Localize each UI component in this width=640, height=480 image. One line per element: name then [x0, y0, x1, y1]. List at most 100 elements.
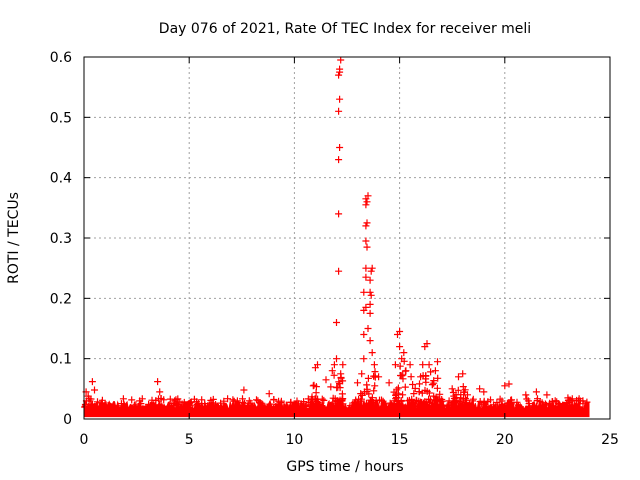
data-point: [398, 355, 406, 363]
band-point: [166, 395, 174, 403]
burst-point: [428, 381, 436, 389]
data-point: [339, 361, 347, 369]
data-point: [336, 65, 344, 73]
burst-point: [410, 390, 418, 398]
burst-point: [398, 401, 406, 409]
band-point: [540, 408, 548, 415]
x-axis-label: GPS time / hours: [286, 459, 403, 475]
burst-point: [390, 388, 398, 396]
burst-point: [371, 382, 379, 390]
data-point: [335, 210, 343, 218]
band-point: [405, 403, 413, 411]
burst-point: [434, 374, 442, 382]
band-point: [564, 401, 572, 409]
y-tick-label: 0.4: [50, 171, 72, 187]
band-point: [339, 407, 347, 415]
data-point: [328, 367, 336, 375]
band-point: [94, 405, 101, 413]
band-point: [270, 396, 278, 403]
band-point: [308, 395, 315, 403]
data-point: [455, 373, 462, 381]
band-point: [117, 400, 125, 408]
band-point: [205, 408, 213, 416]
band-point: [452, 396, 460, 404]
y-tick-label: 0.6: [50, 50, 72, 66]
band-point: [242, 404, 250, 412]
band-point: [180, 398, 188, 406]
data-point: [335, 71, 343, 79]
data-point: [366, 300, 374, 308]
data-point: [366, 337, 374, 345]
band-point: [366, 396, 374, 404]
burst-point: [399, 391, 407, 399]
band-point: [229, 396, 237, 404]
band-point: [524, 397, 532, 405]
data-point: [522, 391, 530, 399]
band-point: [198, 396, 206, 404]
burst-point: [312, 389, 320, 397]
band-point: [213, 403, 221, 411]
band-point: [81, 401, 89, 408]
data-point: [362, 237, 370, 245]
band-point: [244, 408, 252, 415]
data-point: [505, 380, 513, 388]
burst-point: [394, 384, 402, 392]
data-point: [448, 385, 456, 393]
band-point: [411, 407, 419, 414]
chart-title: Day 076 of 2021, Rate Of TEC Index for r…: [159, 21, 531, 37]
data-point: [406, 361, 414, 369]
band-point: [328, 405, 336, 412]
band-point: [448, 403, 456, 411]
band-point: [119, 395, 127, 403]
burst-point: [357, 390, 365, 398]
band-point: [135, 405, 143, 413]
band-point: [410, 399, 418, 407]
band-point: [306, 406, 313, 414]
x-tick-label: 0: [80, 432, 89, 448]
band-point: [247, 399, 255, 407]
band-point: [494, 403, 502, 411]
burst-point: [430, 377, 438, 385]
band-point: [190, 395, 198, 403]
y-tick-label: 0.1: [50, 352, 72, 368]
band-point: [284, 406, 292, 413]
data-point: [88, 378, 96, 386]
band-point: [253, 396, 260, 404]
band-point: [186, 399, 194, 406]
band-point: [118, 403, 126, 411]
band-point: [158, 404, 166, 412]
band-point: [314, 408, 322, 416]
data-point: [154, 378, 162, 386]
band-point: [193, 400, 201, 408]
burst-point: [392, 391, 400, 399]
burst-point: [422, 375, 430, 383]
band-point: [313, 405, 321, 412]
band-point: [401, 406, 409, 414]
burst-point: [427, 368, 435, 376]
burst-point: [364, 374, 372, 382]
burst-point: [371, 372, 379, 380]
band-point: [538, 399, 546, 407]
band-point: [555, 406, 563, 414]
data-point: [362, 303, 370, 311]
band-point: [476, 398, 484, 405]
band-point: [559, 406, 567, 414]
data-point: [564, 394, 572, 402]
data-point: [363, 219, 371, 227]
band-point: [273, 400, 281, 408]
band-point: [487, 396, 494, 404]
band-point: [443, 404, 451, 412]
band-point: [472, 408, 480, 416]
band-point: [371, 399, 379, 407]
y-axis-label: ROTI / TECUs: [6, 192, 22, 284]
data-point: [354, 379, 361, 387]
band-point: [204, 402, 212, 410]
band-point: [461, 404, 469, 412]
band-point: [575, 403, 583, 411]
data-point: [385, 379, 393, 387]
data-point: [459, 370, 467, 378]
band-point: [416, 402, 423, 410]
band-point: [297, 402, 305, 410]
data-point: [396, 343, 404, 351]
band-point: [169, 402, 177, 410]
